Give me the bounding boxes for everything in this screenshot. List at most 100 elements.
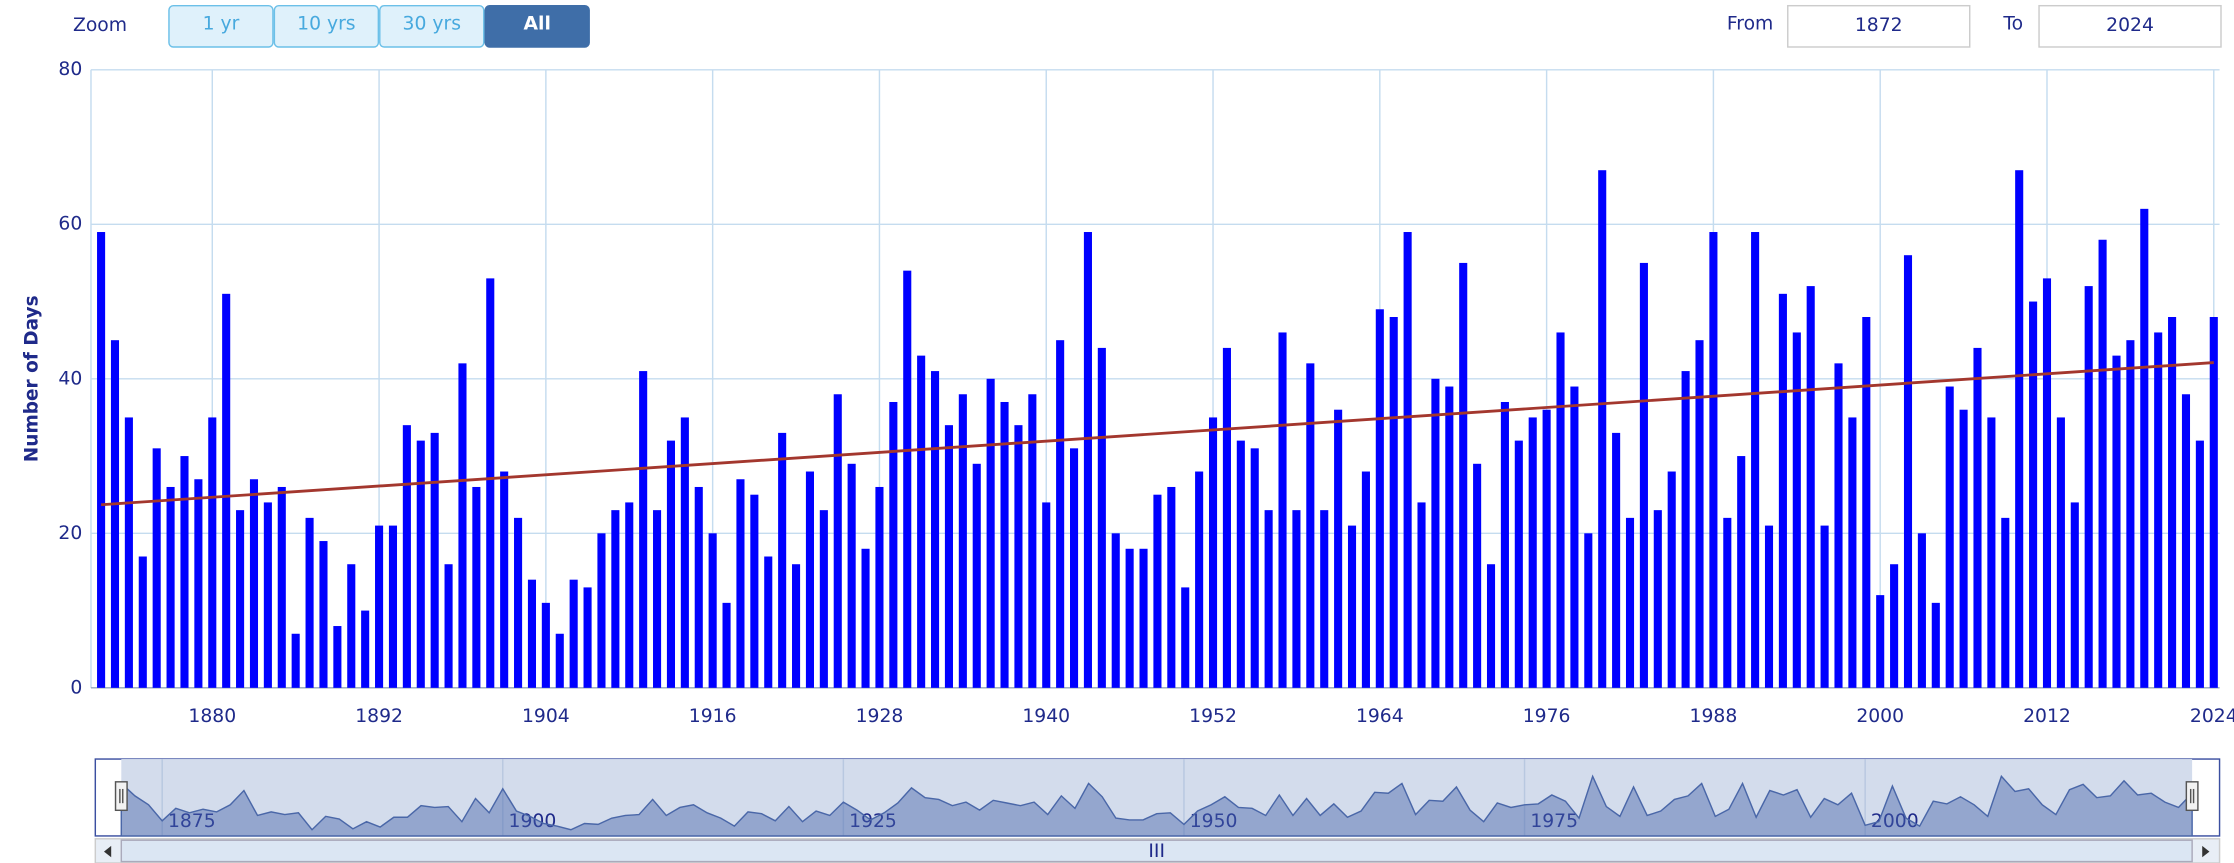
zoom-label: Zoom [73, 15, 127, 36]
bar [1514, 440, 1523, 688]
bar [1236, 440, 1245, 688]
bar [97, 232, 106, 688]
from-value[interactable]: 1872 [1855, 15, 1903, 36]
zoom-button[interactable] [168, 4, 274, 48]
bar [1890, 564, 1899, 688]
x-tick-label: 2000 [1856, 706, 1904, 727]
bar [1723, 517, 1732, 688]
x-tick-label: 1988 [1690, 706, 1738, 727]
bar [736, 479, 745, 688]
bar [1097, 347, 1106, 688]
y-tick-label: 60 [58, 214, 82, 235]
bar [472, 486, 481, 688]
bar [1639, 262, 1648, 688]
bar [1195, 471, 1204, 688]
bar [1306, 363, 1315, 688]
bar [2195, 440, 2204, 688]
bar [375, 525, 384, 688]
bar [2070, 502, 2079, 688]
y-tick-label: 80 [58, 59, 82, 80]
bar [1278, 332, 1287, 688]
bar [2084, 286, 2093, 688]
bar [2029, 301, 2038, 688]
bar [1778, 293, 1787, 688]
navigator-tick-label: 1900 [509, 811, 557, 832]
zoom-button-label[interactable]: 10 yrs [297, 14, 355, 35]
scroll-left[interactable] [103, 845, 112, 858]
bar [2001, 517, 2010, 688]
bar [194, 479, 203, 688]
zoom-button[interactable] [379, 4, 485, 48]
bar [1403, 232, 1412, 688]
bar [903, 270, 912, 688]
bar [1486, 564, 1496, 688]
bar [1959, 409, 1968, 688]
bar [1000, 401, 1009, 688]
bar [1570, 386, 1579, 688]
bar [958, 394, 967, 688]
bar [110, 340, 120, 688]
navigator-tick-label: 1875 [168, 811, 216, 832]
bar [1347, 525, 1357, 688]
bar [680, 417, 689, 688]
bar [1987, 417, 1996, 688]
bar [1917, 533, 1926, 688]
bar [1542, 409, 1551, 688]
bar [514, 517, 523, 688]
bar [1764, 525, 1774, 688]
to-input[interactable] [2038, 4, 2222, 48]
x-tick-label: 1904 [522, 706, 570, 727]
navigator-handle[interactable] [2185, 781, 2199, 812]
bar [1222, 347, 1231, 688]
scrollbar-thumb[interactable] [120, 839, 2193, 863]
bar [1250, 448, 1259, 688]
bar [1111, 533, 1120, 688]
bar [1459, 262, 1468, 688]
bar [764, 556, 773, 688]
bar [500, 471, 509, 688]
x-tick-label: 1964 [1356, 706, 1404, 727]
bar [2056, 417, 2065, 688]
bar [792, 564, 801, 688]
bar [2181, 394, 2191, 688]
zoom-button-label[interactable]: 1 yr [203, 14, 240, 35]
zoom-button-label[interactable]: All [524, 14, 551, 35]
bar [222, 293, 231, 688]
bar [1667, 471, 1676, 688]
bar [430, 432, 439, 688]
bar [138, 556, 147, 688]
bar [2209, 317, 2218, 688]
bar [1584, 533, 1593, 688]
bar [1625, 517, 1635, 688]
from-input[interactable] [1787, 4, 1971, 48]
bar [152, 448, 161, 688]
bar [2098, 239, 2107, 688]
to-value[interactable]: 2024 [2106, 15, 2154, 36]
scroll-right[interactable] [2202, 845, 2210, 858]
navigator-handle[interactable] [114, 781, 128, 812]
bar [124, 417, 133, 688]
bar [972, 463, 981, 688]
zoom-button[interactable] [484, 4, 590, 48]
bar [1014, 425, 1023, 688]
bar [1042, 502, 1051, 688]
zoom-button-label[interactable]: 30 yrs [403, 14, 461, 35]
bar [1903, 255, 1913, 688]
bar [555, 633, 564, 688]
navigator-tick-label: 1925 [849, 811, 897, 832]
bar [944, 425, 953, 688]
bar [833, 394, 842, 688]
x-tick-label: 1916 [689, 706, 737, 727]
bar [861, 548, 870, 688]
bar [1445, 386, 1454, 688]
bar [1792, 332, 1801, 688]
bar [361, 610, 370, 688]
bar [1598, 170, 1607, 688]
bar [778, 432, 787, 688]
bar [1876, 595, 1885, 688]
x-tick-label: 1976 [1523, 706, 1571, 727]
zoom-button[interactable] [273, 4, 380, 48]
bar [889, 401, 898, 688]
bar [1292, 510, 1301, 688]
